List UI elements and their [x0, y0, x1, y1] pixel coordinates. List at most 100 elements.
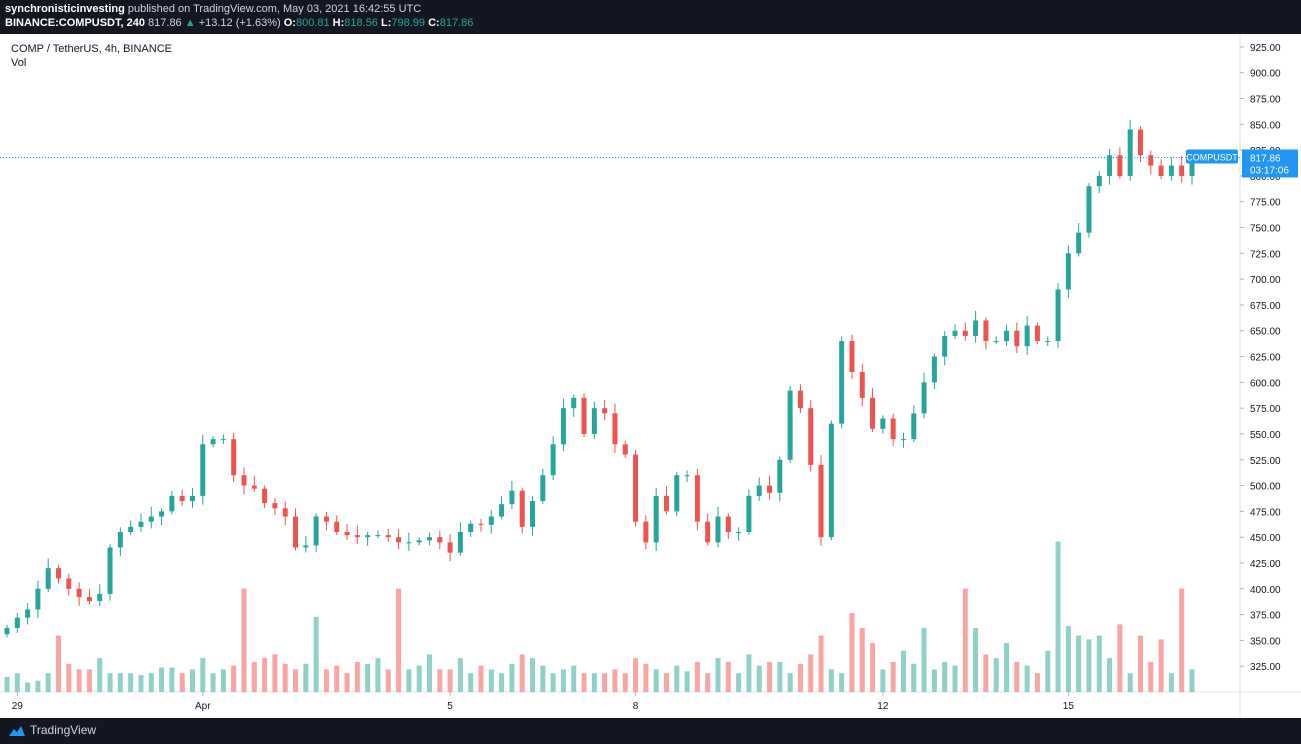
price-tick-label: 725.00 [1250, 249, 1281, 260]
candle-body [756, 485, 762, 496]
price-tag-value: 817.86 [1250, 153, 1281, 164]
candle-body [272, 503, 278, 509]
candle-body [602, 408, 608, 414]
chart-legend: COMP / TetherUS, 4h, BINANCE Vol [11, 42, 172, 70]
volume-bar [1148, 661, 1154, 692]
volume-bar [437, 669, 443, 692]
volume-bar [942, 661, 948, 692]
candle-body [1137, 129, 1143, 156]
price-tick-label: 700.00 [1250, 275, 1281, 286]
candle-body [591, 408, 597, 434]
symbol-tag-label: COMPUSDT [1186, 152, 1238, 162]
candle-body [705, 521, 711, 543]
price-tick-label: 475.00 [1250, 507, 1281, 518]
volume-bar [663, 673, 669, 692]
candle-body [663, 495, 669, 512]
volume-bar [560, 669, 566, 692]
candle-body [406, 542, 412, 544]
candle-body [128, 526, 134, 533]
tradingview-brand[interactable]: TradingView [8, 723, 96, 737]
candle-body [849, 341, 855, 373]
volume-bar [519, 654, 525, 692]
candle-body [808, 408, 814, 465]
price-tick-label: 775.00 [1250, 198, 1281, 209]
volume-bar [262, 658, 268, 692]
candle-body [1004, 330, 1010, 342]
high-label: H: [332, 17, 345, 29]
volume-bar [571, 665, 577, 692]
volume-bar [4, 676, 10, 692]
candle-body [1086, 186, 1092, 233]
candle-body [787, 390, 793, 460]
volume-bar [993, 658, 999, 692]
volume-bar [622, 673, 628, 692]
last-price: 817.86 [148, 17, 182, 29]
candle-body [323, 516, 329, 522]
volume-bar [911, 663, 917, 692]
header-bar: synchronisticinvesting published on Trad… [0, 0, 1301, 34]
volume-bar [385, 669, 391, 692]
volume-bar [900, 650, 906, 692]
candle-body [1127, 129, 1133, 176]
footer-bar: TradingView [0, 718, 1301, 744]
candle-body [1148, 155, 1154, 166]
candle-body [767, 485, 773, 493]
volume-bar [818, 635, 824, 692]
chart-area[interactable]: 925.00900.00875.00850.00825.00800.00775.… [0, 34, 1301, 718]
volume-bar [189, 669, 195, 692]
candle-body [179, 495, 185, 502]
candle-body [4, 628, 10, 635]
volume-bar [25, 682, 31, 692]
candle-body [952, 330, 958, 336]
candle-body [684, 475, 690, 477]
volume-bar [849, 613, 855, 692]
volume-bar [1086, 639, 1092, 692]
volume-bar [767, 661, 773, 692]
candle-body [375, 535, 381, 537]
price-tick-label: 600.00 [1250, 378, 1281, 389]
price-change: +13.12 (+1.63%) [198, 17, 281, 29]
candle-body [839, 341, 845, 424]
volume-bar [890, 661, 896, 692]
volume-bar [323, 669, 329, 692]
volume-bar [488, 669, 494, 692]
volume-bar [1045, 650, 1051, 692]
volume-bar [787, 673, 793, 692]
volume-bar [1024, 665, 1030, 692]
volume-bar [1004, 643, 1010, 692]
price-chart[interactable]: 925.00900.00875.00850.00825.00800.00775.… [0, 34, 1301, 718]
candle-body [107, 547, 113, 594]
volume-bar [643, 663, 649, 692]
volume-bar [870, 643, 876, 692]
candle-body [1024, 325, 1030, 347]
candle-body [571, 397, 577, 409]
candle-body [426, 537, 432, 541]
brand-label: TradingView [30, 723, 97, 737]
volume-bar [426, 654, 432, 692]
volume-bar [591, 673, 597, 692]
low-value: 798.99 [391, 17, 426, 29]
price-tick-label: 650.00 [1250, 327, 1281, 338]
candle-body [1179, 165, 1185, 176]
candle-body [674, 475, 680, 512]
volume-bar [406, 669, 412, 692]
volume-bar [797, 663, 803, 692]
candle-body [530, 501, 536, 527]
candle-body [385, 535, 391, 538]
volume-bar [736, 673, 742, 692]
volume-bar [14, 673, 20, 692]
volume-bar [303, 663, 309, 692]
candle-body [35, 588, 41, 610]
volume-bar [777, 661, 783, 692]
candle-body [1117, 155, 1123, 176]
volume-bar [509, 663, 515, 692]
price-tick-label: 875.00 [1250, 95, 1281, 106]
symbol-label: BINANCE:COMPUSDT, 240 [5, 17, 145, 29]
publisher-name[interactable]: synchronisticinvesting [5, 3, 125, 15]
volume-bar [66, 663, 72, 692]
volume-bar [117, 673, 123, 692]
candle-body [797, 390, 803, 409]
candle-body [736, 532, 742, 534]
volume-bar [107, 673, 113, 692]
price-tick-label: 400.00 [1250, 585, 1281, 596]
